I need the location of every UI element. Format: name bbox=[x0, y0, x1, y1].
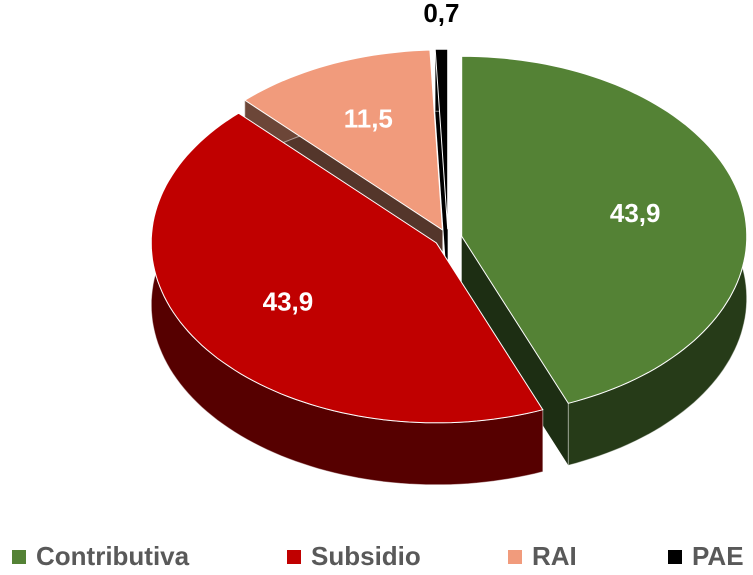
legend-label: RAI bbox=[532, 541, 577, 571]
slice bbox=[243, 49, 444, 231]
data-label: 0,7 bbox=[423, 0, 459, 28]
legend-swatch bbox=[508, 550, 522, 564]
data-label: 43,9 bbox=[263, 286, 314, 316]
data-label: 11,5 bbox=[344, 104, 393, 134]
legend-label: PAE bbox=[692, 541, 744, 571]
slice bbox=[434, 48, 449, 230]
legend-label: Subsidio bbox=[311, 541, 421, 571]
pie-tops bbox=[150, 48, 748, 424]
legend-swatch bbox=[12, 550, 26, 564]
slice bbox=[461, 55, 748, 404]
legend-swatch bbox=[287, 550, 301, 564]
slice bbox=[150, 112, 544, 424]
legend-swatch bbox=[668, 550, 682, 564]
legend-label: Contributiva bbox=[36, 541, 190, 571]
data-label: 43,9 bbox=[610, 198, 661, 228]
